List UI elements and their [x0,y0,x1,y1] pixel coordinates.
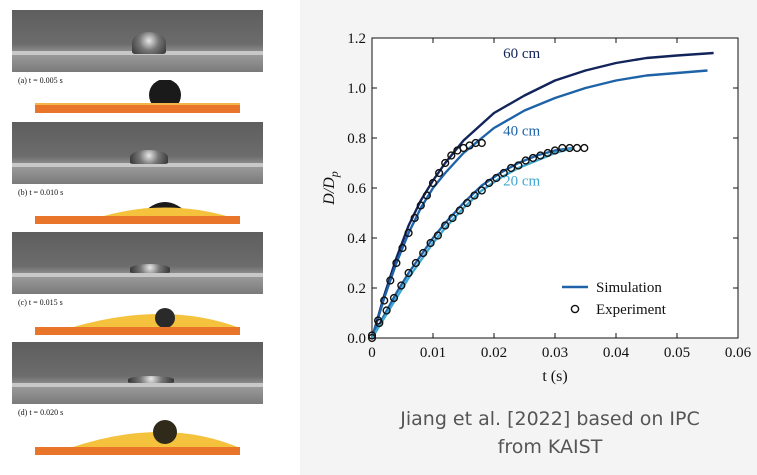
chart-legend: Simulation Experiment [562,280,667,318]
chart-annotations: 60 cm 40 cm 20 cm [503,46,540,190]
experiment-point [528,153,538,163]
chart-experiment-points [367,138,589,343]
x-tick-label: 0.05 [664,345,690,361]
legend-label: Simulation [596,280,662,296]
x-tick-label: 0.02 [481,345,507,361]
simulation-curve-1 [370,51,714,339]
experiment-point [536,151,545,160]
caption-line-1: Jiang et al. [2022] based on IPC [400,408,700,430]
photo-panel-d [12,342,263,404]
simulation-panel-d [35,420,240,455]
experiment-point [485,178,494,188]
experiment-point [416,201,425,210]
y-tick-label: 1.0 [347,81,366,97]
panel-label-b: (b) t = 0.010 s [18,188,64,197]
x-tick-label: 0.04 [603,345,630,361]
y-tick-label: 0.0 [347,331,366,347]
experiment-point [477,186,486,195]
experiment-point [386,276,395,285]
simulation-curve-3 [370,146,574,339]
y-tick-label: 0.4 [347,231,366,247]
curve-label: 20 cm [503,174,540,190]
y-tick-label: 0.2 [347,281,366,297]
experiment-point [422,191,432,200]
experiment-point [507,163,516,173]
experiment-point [367,331,377,340]
experiment-point [382,306,391,315]
experiment-point [580,143,589,153]
snapshot-panels: (a) t = 0.005 s (b) t = 0.010 s (c) t = … [0,0,300,475]
experiment-point [392,258,401,268]
experiment-point [404,268,413,278]
legend-label: Experiment [596,302,667,318]
experiment-point [410,213,419,223]
curve-label: 40 cm [503,124,540,140]
experiment-point [441,221,450,230]
y-tick-label: 0.8 [347,131,366,147]
x-tick-label: 0 [368,345,376,361]
x-tick-label: 0.01 [420,345,446,361]
x-tick-label: 0.06 [725,345,752,361]
photo-panel-a [12,10,263,72]
y-tick-label: 1.2 [347,31,366,47]
experiment-point [428,178,438,188]
experiment-point [435,168,444,178]
experiment-point [447,151,456,160]
experiment-point [550,146,560,155]
experiment-point [397,281,406,290]
experiment-point [419,248,428,258]
x-axis-label: t (s) [542,368,567,385]
y-tick-label: 0.6 [347,181,366,197]
legend-circle-swatch [570,304,580,314]
experiment-point [463,198,472,208]
panel-label-d: (d) t = 0.020 s [18,408,64,417]
x-tick-label: 0.03 [542,345,568,361]
experiment-point [455,206,464,215]
experiment-point [398,243,407,253]
y-axis-label: D/Dp [321,171,341,206]
panel-label-c: (c) t = 0.015 s [18,298,63,307]
caption-line-2: from KAIST [497,436,603,458]
simulation-panel-c [35,308,240,335]
experiment-point [499,168,508,178]
experiment-point [404,228,413,238]
chart-axes: 0 0.01 0.02 0.03 0.04 0.05 0.06 0.0 0.2 0.4 0.6 0.8… [321,31,752,385]
experiment-point [514,161,523,170]
photo-panel-c [12,232,263,294]
experiment-point [471,138,480,148]
simulation-panel-b [35,202,240,224]
photo-panel-b [12,122,263,184]
experiment-point [521,156,530,165]
experiment-point [448,213,457,223]
experiment-point [492,173,501,183]
simulation-panel-a [35,80,240,113]
experiment-point [389,293,399,303]
curve-label: 60 cm [503,46,540,62]
experiment-point [426,238,435,248]
plot-frame [371,37,739,339]
diameter-ratio-chart: 0 0.01 0.02 0.03 0.04 0.05 0.06 0.0 0.2 0.4 0.6 0.8… [321,31,752,385]
experiment-point [433,231,443,240]
experiment-point [470,191,479,200]
experiment-point [477,138,486,148]
experiment-point [380,296,389,305]
experiment-point [367,333,377,343]
experiment-point [543,148,552,158]
experiment-point [441,158,450,168]
experiment-point [375,318,384,328]
citation-caption: Jiang et al. [2022] based on IPC from KA… [355,405,745,461]
panel-label-a: (a) t = 0.005 s [18,76,63,85]
experiment-point [411,258,421,268]
